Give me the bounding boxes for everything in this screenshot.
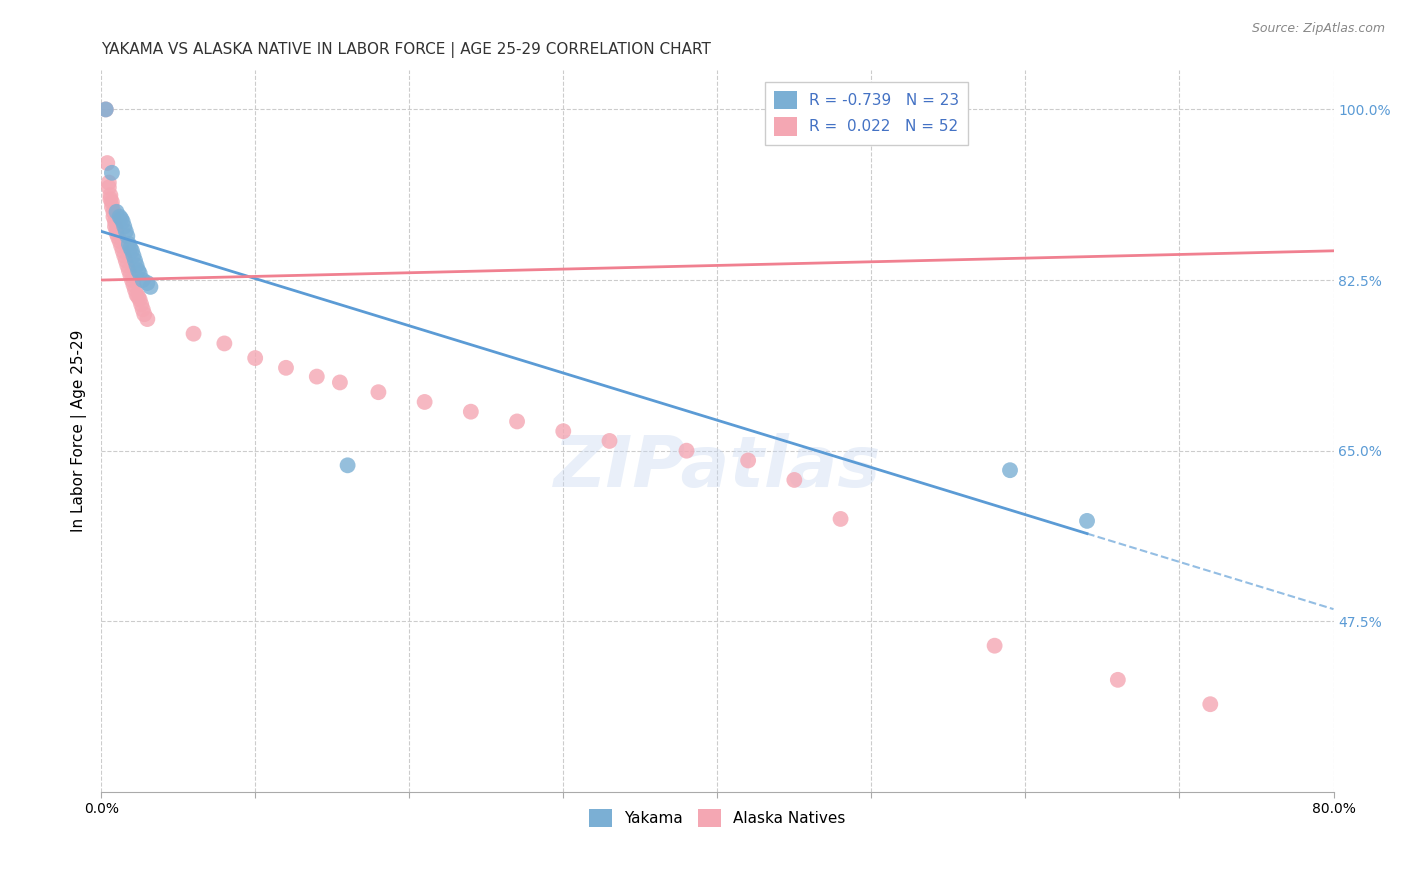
Point (128, 293, 150, 307)
Point (101, 195, 124, 210)
Point (111, 244, 134, 258)
Point (1107, 673, 1129, 687)
Point (675, 443, 697, 458)
Point (110, 239, 132, 253)
Point (506, 414, 529, 428)
Point (413, 395, 436, 409)
Point (134, 307, 156, 321)
Point (830, 512, 852, 526)
Point (112, 249, 135, 263)
Point (124, 253, 146, 268)
Point (118, 237, 141, 252)
Point (553, 424, 575, 438)
Point (139, 280, 162, 294)
Point (460, 405, 482, 419)
Point (1076, 514, 1098, 528)
Point (125, 287, 148, 301)
Point (243, 351, 266, 365)
Point (111, 214, 134, 228)
Point (329, 376, 352, 390)
Point (117, 259, 139, 273)
Point (97, 176, 120, 190)
Point (336, 458, 359, 473)
Point (127, 290, 149, 304)
Point (274, 360, 297, 375)
Point (305, 369, 328, 384)
Point (104, 219, 127, 234)
Point (121, 244, 143, 258)
Text: YAKAMA VS ALASKA NATIVE IN LABOR FORCE | AGE 25-29 CORRELATION CHART: YAKAMA VS ALASKA NATIVE IN LABOR FORCE |… (101, 42, 711, 58)
Point (100, 192, 122, 206)
Point (96, 156, 118, 170)
Point (107, 230, 129, 244)
Point (125, 259, 148, 273)
Legend: Yakama, Alaska Natives: Yakama, Alaska Natives (581, 801, 853, 835)
Point (214, 336, 236, 351)
Point (108, 234, 131, 248)
Point (94, 103, 117, 117)
Point (100, 188, 122, 202)
Point (129, 297, 152, 311)
Point (121, 273, 143, 287)
Point (998, 463, 1021, 477)
Point (127, 263, 149, 277)
Point (94, 103, 117, 117)
Point (103, 210, 125, 224)
Point (598, 434, 620, 448)
Point (114, 253, 136, 268)
Point (132, 302, 155, 317)
Point (122, 249, 145, 263)
Point (104, 214, 127, 228)
Point (97, 180, 120, 194)
Point (132, 273, 155, 287)
Point (120, 268, 142, 283)
Point (114, 224, 136, 238)
Point (105, 222, 128, 236)
Point (120, 241, 142, 255)
Point (108, 210, 131, 224)
Point (124, 283, 146, 297)
Point (110, 211, 132, 226)
Point (103, 204, 125, 219)
Point (1199, 697, 1222, 711)
Point (983, 639, 1005, 653)
Point (105, 204, 128, 219)
Point (122, 277, 145, 292)
Point (118, 263, 141, 277)
Point (101, 166, 124, 180)
Point (136, 312, 159, 326)
Text: ZIPatlas: ZIPatlas (554, 433, 882, 502)
Y-axis label: In Labor Force | Age 25-29: In Labor Force | Age 25-29 (72, 330, 87, 533)
Point (128, 266, 150, 280)
Point (105, 227, 128, 241)
Point (112, 219, 135, 234)
Point (136, 276, 159, 290)
Point (101, 200, 124, 214)
Point (737, 453, 759, 467)
Point (183, 326, 205, 341)
Text: Source: ZipAtlas.com: Source: ZipAtlas.com (1251, 22, 1385, 36)
Point (783, 473, 806, 487)
Point (117, 229, 139, 244)
Point (367, 385, 389, 400)
